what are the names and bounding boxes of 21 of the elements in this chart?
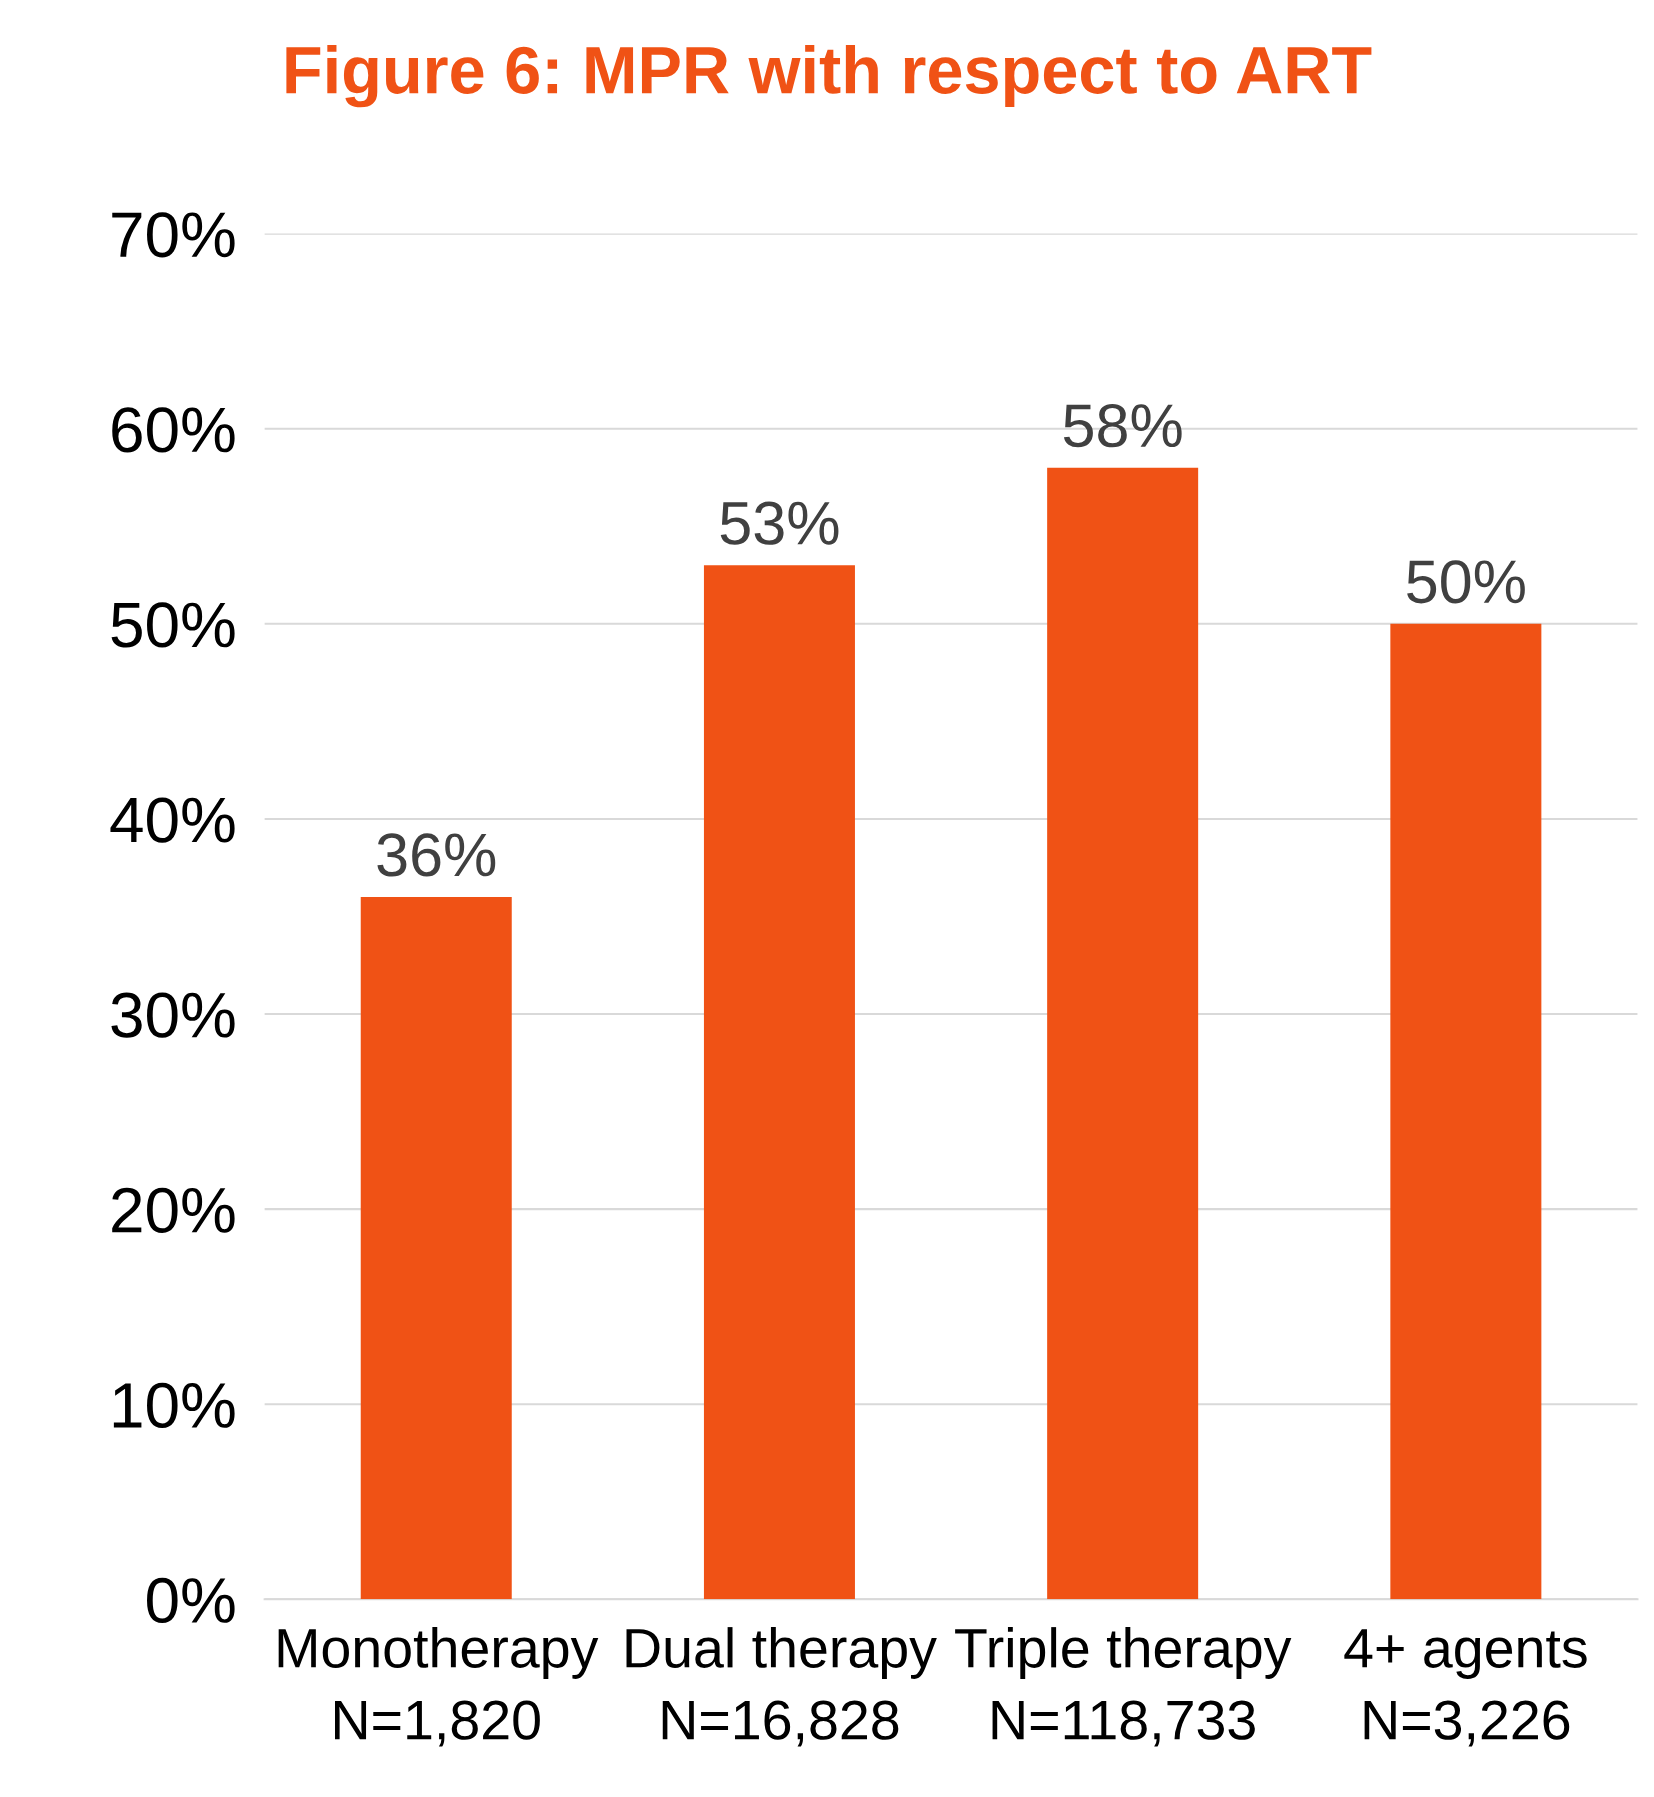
y-tick-label: 20% [112, 1187, 235, 1233]
data-label: 53% [720, 501, 839, 545]
y-tick-label: 30% [111, 992, 235, 1038]
data-label: 36% [377, 833, 496, 877]
x-tick-label: Triple therapy N=118,733 [955, 1627, 1292, 1747]
bar [360, 896, 512, 1600]
x-tick-label: Monotherapy N=1,820 [278, 1627, 599, 1747]
y-tick-label: 40% [110, 797, 235, 843]
bar [1390, 623, 1542, 1600]
y-tick-label: 70% [112, 212, 235, 258]
x-tick-label: Dual therapy N=16,828 [626, 1627, 937, 1747]
chart-title: Figure 6: MPR with respect to ART [286, 44, 1372, 108]
bar [703, 565, 855, 1600]
bar [1047, 467, 1199, 1600]
y-tick-label: 10% [113, 1382, 235, 1429]
data-label: 50% [1407, 560, 1525, 604]
x-tick-label: 4+ agents N=3,226 [1344, 1629, 1587, 1747]
y-tick-label: 0% [147, 1577, 235, 1624]
y-tick-label: 60% [112, 407, 235, 453]
y-tick-label: 50% [111, 602, 235, 648]
data-label: 58% [1063, 404, 1182, 448]
